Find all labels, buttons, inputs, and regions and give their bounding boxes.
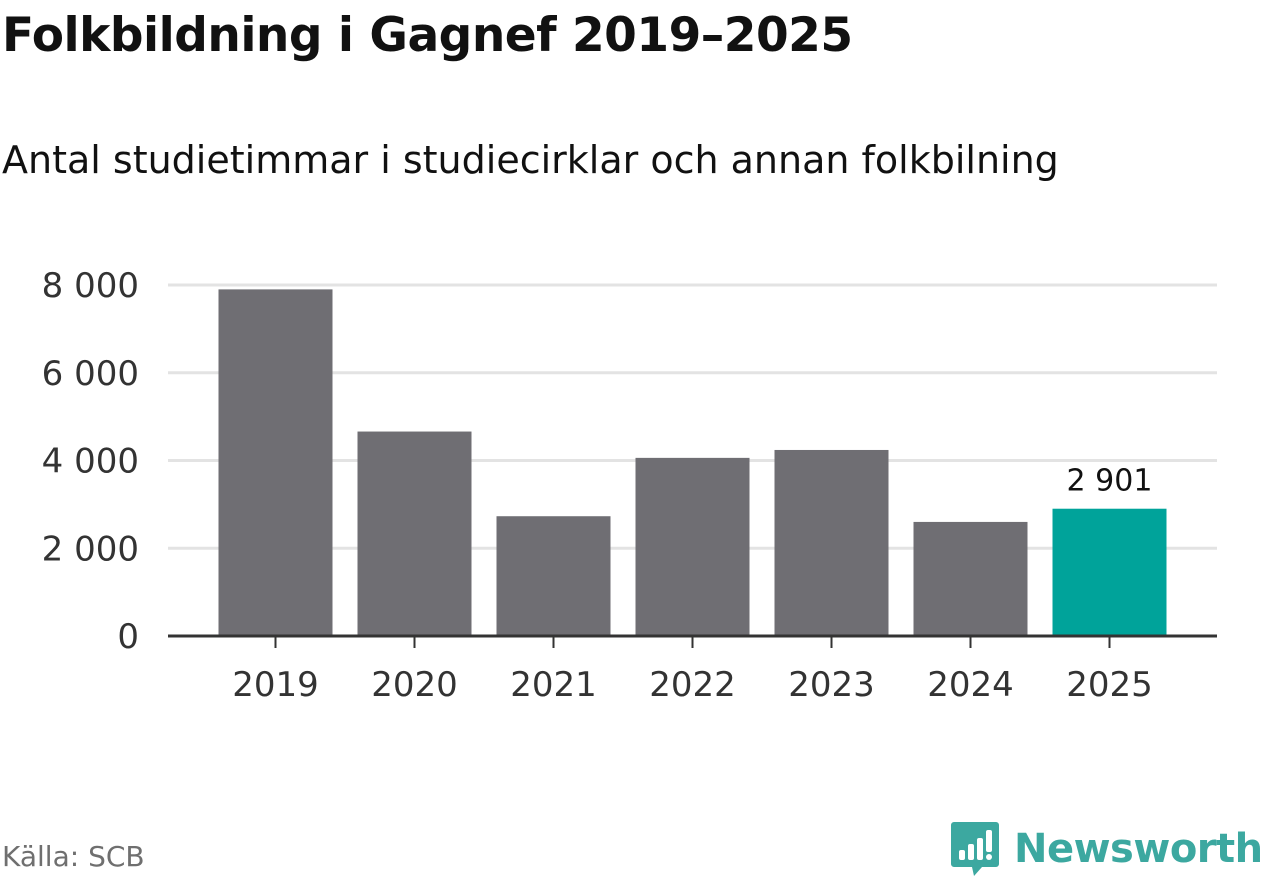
bar-2020 — [357, 431, 472, 636]
y-tick-label: 4 000 — [42, 442, 139, 482]
y-tick-label: 6 000 — [42, 354, 139, 394]
bar-2022 — [635, 457, 750, 636]
y-tick-label: 0 — [117, 617, 139, 657]
newsworthy-logo: Newsworthy — [950, 820, 1262, 878]
bar-2023 — [774, 449, 889, 636]
x-tick-label: 2021 — [510, 665, 597, 705]
data-labels: 2 901 — [1067, 464, 1153, 499]
y-tick-label: 8 000 — [42, 266, 139, 306]
y-axis-ticks: 0 2 000 4 000 6 000 8 000 — [42, 266, 139, 657]
brand-name: Newsworthy — [1014, 826, 1262, 872]
bar-2021 — [496, 516, 611, 636]
x-tick-label: 2020 — [371, 665, 458, 705]
x-tick-label: 2023 — [788, 665, 875, 705]
bar-2024 — [913, 521, 1028, 636]
x-tick-label: 2022 — [649, 665, 736, 705]
bar-2019 — [218, 289, 333, 636]
x-tick-label: 2019 — [232, 665, 319, 705]
x-axis — [168, 634, 1217, 648]
chart-subtitle: Antal studietimmar i studiecirklar och a… — [2, 138, 1059, 182]
chart-title: Folkbildning i Gagnef 2019–2025 — [2, 8, 853, 63]
bars — [218, 289, 1167, 636]
x-tick-label: 2024 — [927, 665, 1014, 705]
data-label: 2 901 — [1067, 464, 1153, 499]
y-tick-label: 2 000 — [42, 529, 139, 569]
source-note: Källa: SCB — [2, 840, 145, 873]
bar-2025 — [1052, 508, 1167, 636]
x-tick-label: 2025 — [1066, 665, 1153, 705]
x-axis-ticks: 2019 2020 2021 2022 2023 2024 2025 — [232, 665, 1153, 705]
bar-chart-speech-bubble-icon — [951, 822, 999, 876]
